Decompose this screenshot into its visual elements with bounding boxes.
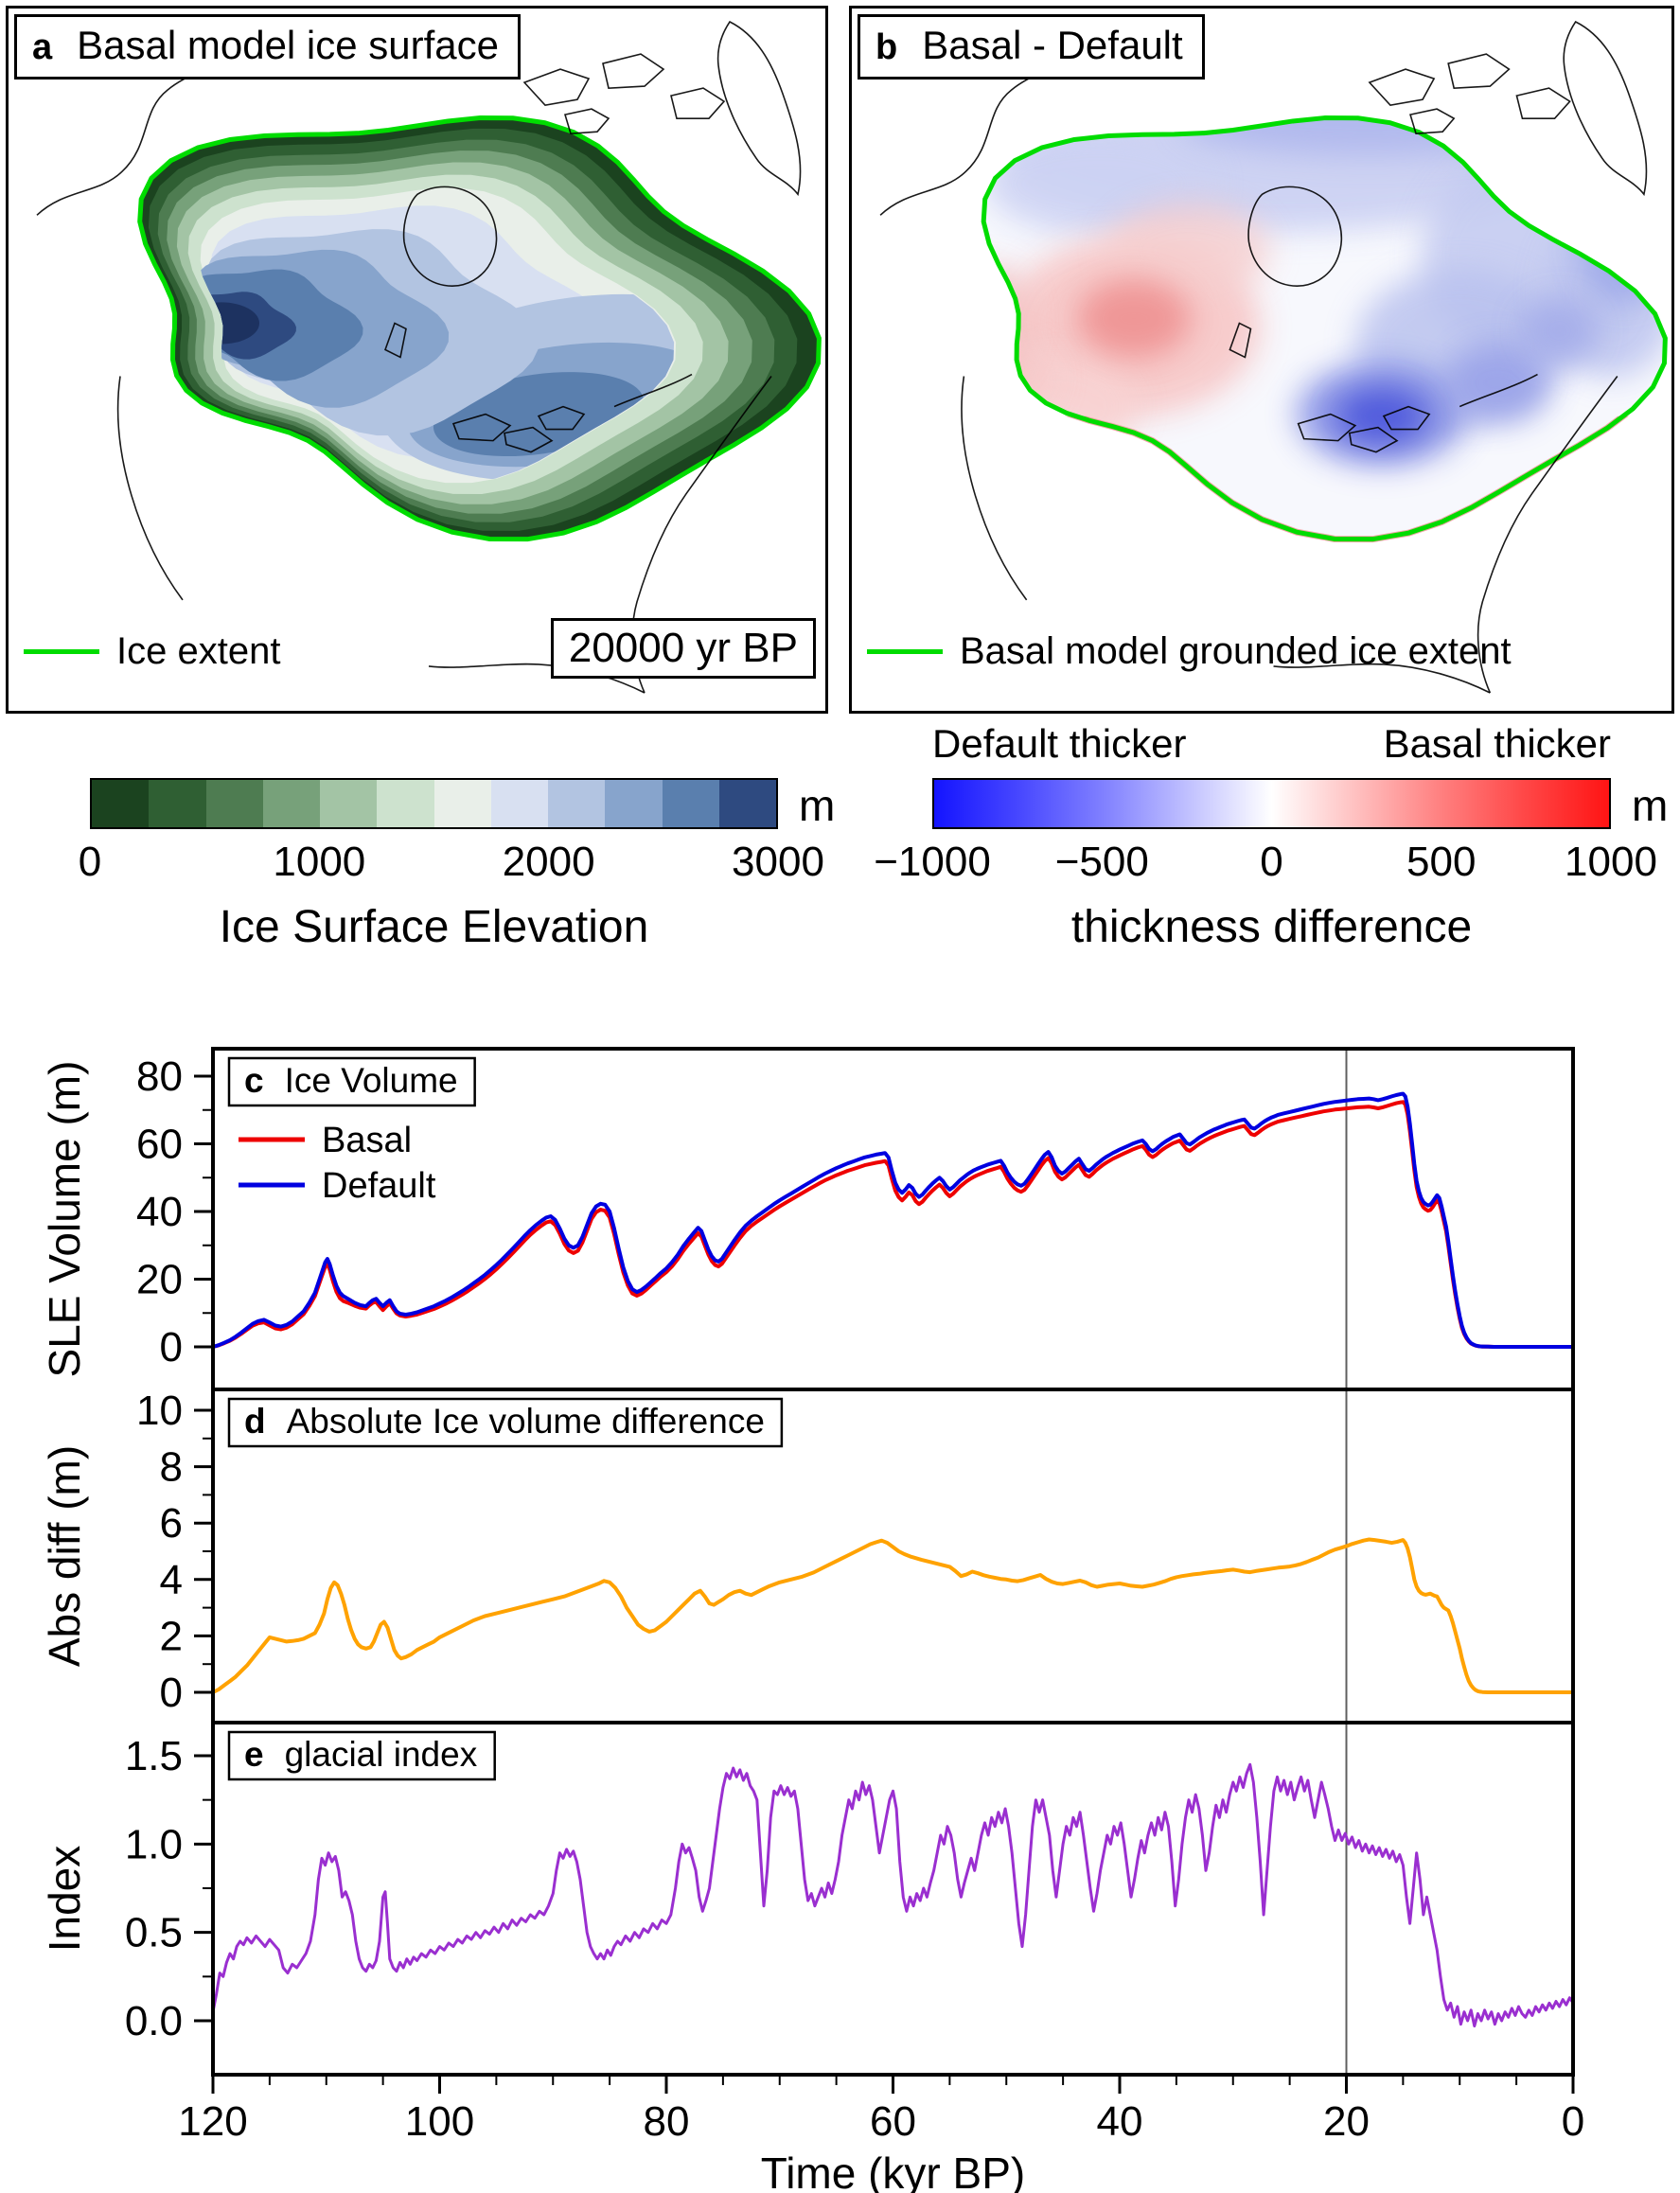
svg-text:Time (kyr BP): Time (kyr BP) bbox=[761, 2149, 1025, 2193]
elevation-colorbar-bar bbox=[90, 778, 778, 829]
colorbar-segment bbox=[92, 780, 150, 827]
colorbar-tick-label: 500 bbox=[1406, 839, 1477, 885]
colorbar-tick-label: 3000 bbox=[732, 839, 824, 885]
difference-colorbar-ticks: −1000 −500 0 500 1000 bbox=[874, 839, 1657, 888]
svg-text:SLE Volume (m): SLE Volume (m) bbox=[40, 1061, 89, 1378]
colorbar-segment bbox=[605, 780, 663, 827]
map-b-canvas bbox=[879, 20, 1668, 694]
svg-text:0: 0 bbox=[160, 1670, 183, 1716]
grounded-ice-extent-line-swatch bbox=[867, 649, 943, 654]
panel-b-legend: Basal model grounded ice extent bbox=[867, 630, 1512, 673]
difference-colorbar-unit: m bbox=[1632, 781, 1669, 830]
colorbar-tick-label: −1000 bbox=[874, 839, 991, 885]
elevation-colorbar-title: Ice Surface Elevation bbox=[219, 902, 649, 952]
colorbar-segment bbox=[262, 780, 320, 827]
difference-colorbar-title: thickness difference bbox=[1070, 902, 1473, 952]
map-panel-b: b Basal - Default Basal model grounded ic… bbox=[849, 6, 1674, 714]
colorbar-segment bbox=[490, 780, 548, 827]
elevation-colorbar-ticks: 0 1000 2000 3000 bbox=[79, 839, 824, 888]
svg-text:20: 20 bbox=[1323, 2098, 1370, 2145]
svg-text:1.0: 1.0 bbox=[125, 1821, 183, 1867]
panel-a-title-box: a Basal model ice surface bbox=[14, 14, 522, 80]
svg-text:Index: Index bbox=[40, 1846, 89, 1953]
panel-b-letter: b bbox=[875, 27, 898, 67]
svg-text:Basal: Basal bbox=[322, 1121, 412, 1160]
colorbar-tick-label: −500 bbox=[1054, 839, 1149, 885]
elevation-colorbar: m 0 1000 2000 3000 Ice Surface Elevation bbox=[79, 778, 835, 952]
svg-text:Default: Default bbox=[322, 1166, 436, 1206]
difference-colorbar: Default thicker Basal thicker m −1000 −50… bbox=[874, 721, 1668, 952]
svg-text:2: 2 bbox=[160, 1613, 183, 1659]
map-a-canvas bbox=[36, 20, 822, 694]
colorbar-segment bbox=[205, 780, 263, 827]
panel-b-title-box: b Basal - Default bbox=[858, 14, 1205, 80]
svg-text:60: 60 bbox=[870, 2098, 916, 2145]
colorbar-segment bbox=[718, 780, 776, 827]
svg-text:40: 40 bbox=[1097, 2098, 1143, 2145]
panel-a-title: Basal model ice surface bbox=[77, 23, 500, 67]
timeseries-chart: 120 100 80 60 40 20 0 Time (kyr BP) 0 20 40 60 80 0 2 4… bbox=[40, 1047, 1584, 2193]
svg-text:0.0: 0.0 bbox=[125, 1998, 183, 2044]
elevation-colorbar-unit: m bbox=[799, 781, 836, 830]
svg-text:6: 6 bbox=[160, 1500, 183, 1547]
timestamp-box: 20000 yr BP bbox=[550, 618, 816, 679]
difference-colorbar-top-labels: Default thicker Basal thicker bbox=[932, 721, 1611, 767]
panel-b-legend-label: Basal model grounded ice extent bbox=[960, 630, 1512, 672]
svg-text:4: 4 bbox=[160, 1557, 183, 1603]
colorbar-tick-label: 1000 bbox=[1565, 839, 1657, 885]
svg-text:100: 100 bbox=[405, 2098, 474, 2145]
basal-thicker-label: Basal thicker bbox=[1383, 721, 1611, 766]
colorbar-tick-label: 2000 bbox=[502, 839, 595, 885]
colorbar-segment bbox=[662, 780, 719, 827]
panel-a-legend-label: Ice extent bbox=[116, 630, 281, 672]
panel-b-title: Basal - Default bbox=[922, 23, 1183, 67]
panel-a-legend: Ice extent bbox=[24, 630, 280, 673]
svg-text:80: 80 bbox=[644, 2098, 690, 2145]
svg-text:0: 0 bbox=[1562, 2098, 1584, 2145]
colorbar-segment bbox=[433, 780, 491, 827]
svg-text:120: 120 bbox=[178, 2098, 247, 2145]
panel-a-letter: a bbox=[32, 27, 53, 67]
svg-text:0.5: 0.5 bbox=[125, 1910, 183, 1956]
difference-colorbar-bar bbox=[932, 778, 1611, 829]
colorbar-segment bbox=[149, 780, 206, 827]
ice-extent-line-swatch bbox=[24, 649, 99, 654]
svg-text:1.5: 1.5 bbox=[125, 1733, 183, 1779]
colorbar-tick-label: 0 bbox=[1260, 839, 1283, 885]
svg-text:8: 8 bbox=[160, 1444, 183, 1491]
colorbar-segment bbox=[320, 780, 378, 827]
svg-text:80: 80 bbox=[136, 1053, 183, 1100]
svg-text:40: 40 bbox=[136, 1189, 183, 1235]
default-thicker-label: Default thicker bbox=[932, 721, 1187, 766]
colorbar-segment bbox=[377, 780, 434, 827]
svg-text:20: 20 bbox=[136, 1257, 183, 1303]
colorbar-tick-label: 0 bbox=[78, 839, 102, 885]
map-panel-a: a Basal model ice surface Ice extent 2000… bbox=[6, 6, 828, 714]
svg-text:0: 0 bbox=[160, 1324, 183, 1371]
colorbar-tick-label: 1000 bbox=[273, 839, 366, 885]
svg-text:Abs diff (m): Abs diff (m) bbox=[40, 1445, 89, 1667]
svg-text:10: 10 bbox=[136, 1388, 183, 1434]
colorbar-segment bbox=[548, 780, 606, 827]
svg-text:60: 60 bbox=[136, 1122, 183, 1168]
